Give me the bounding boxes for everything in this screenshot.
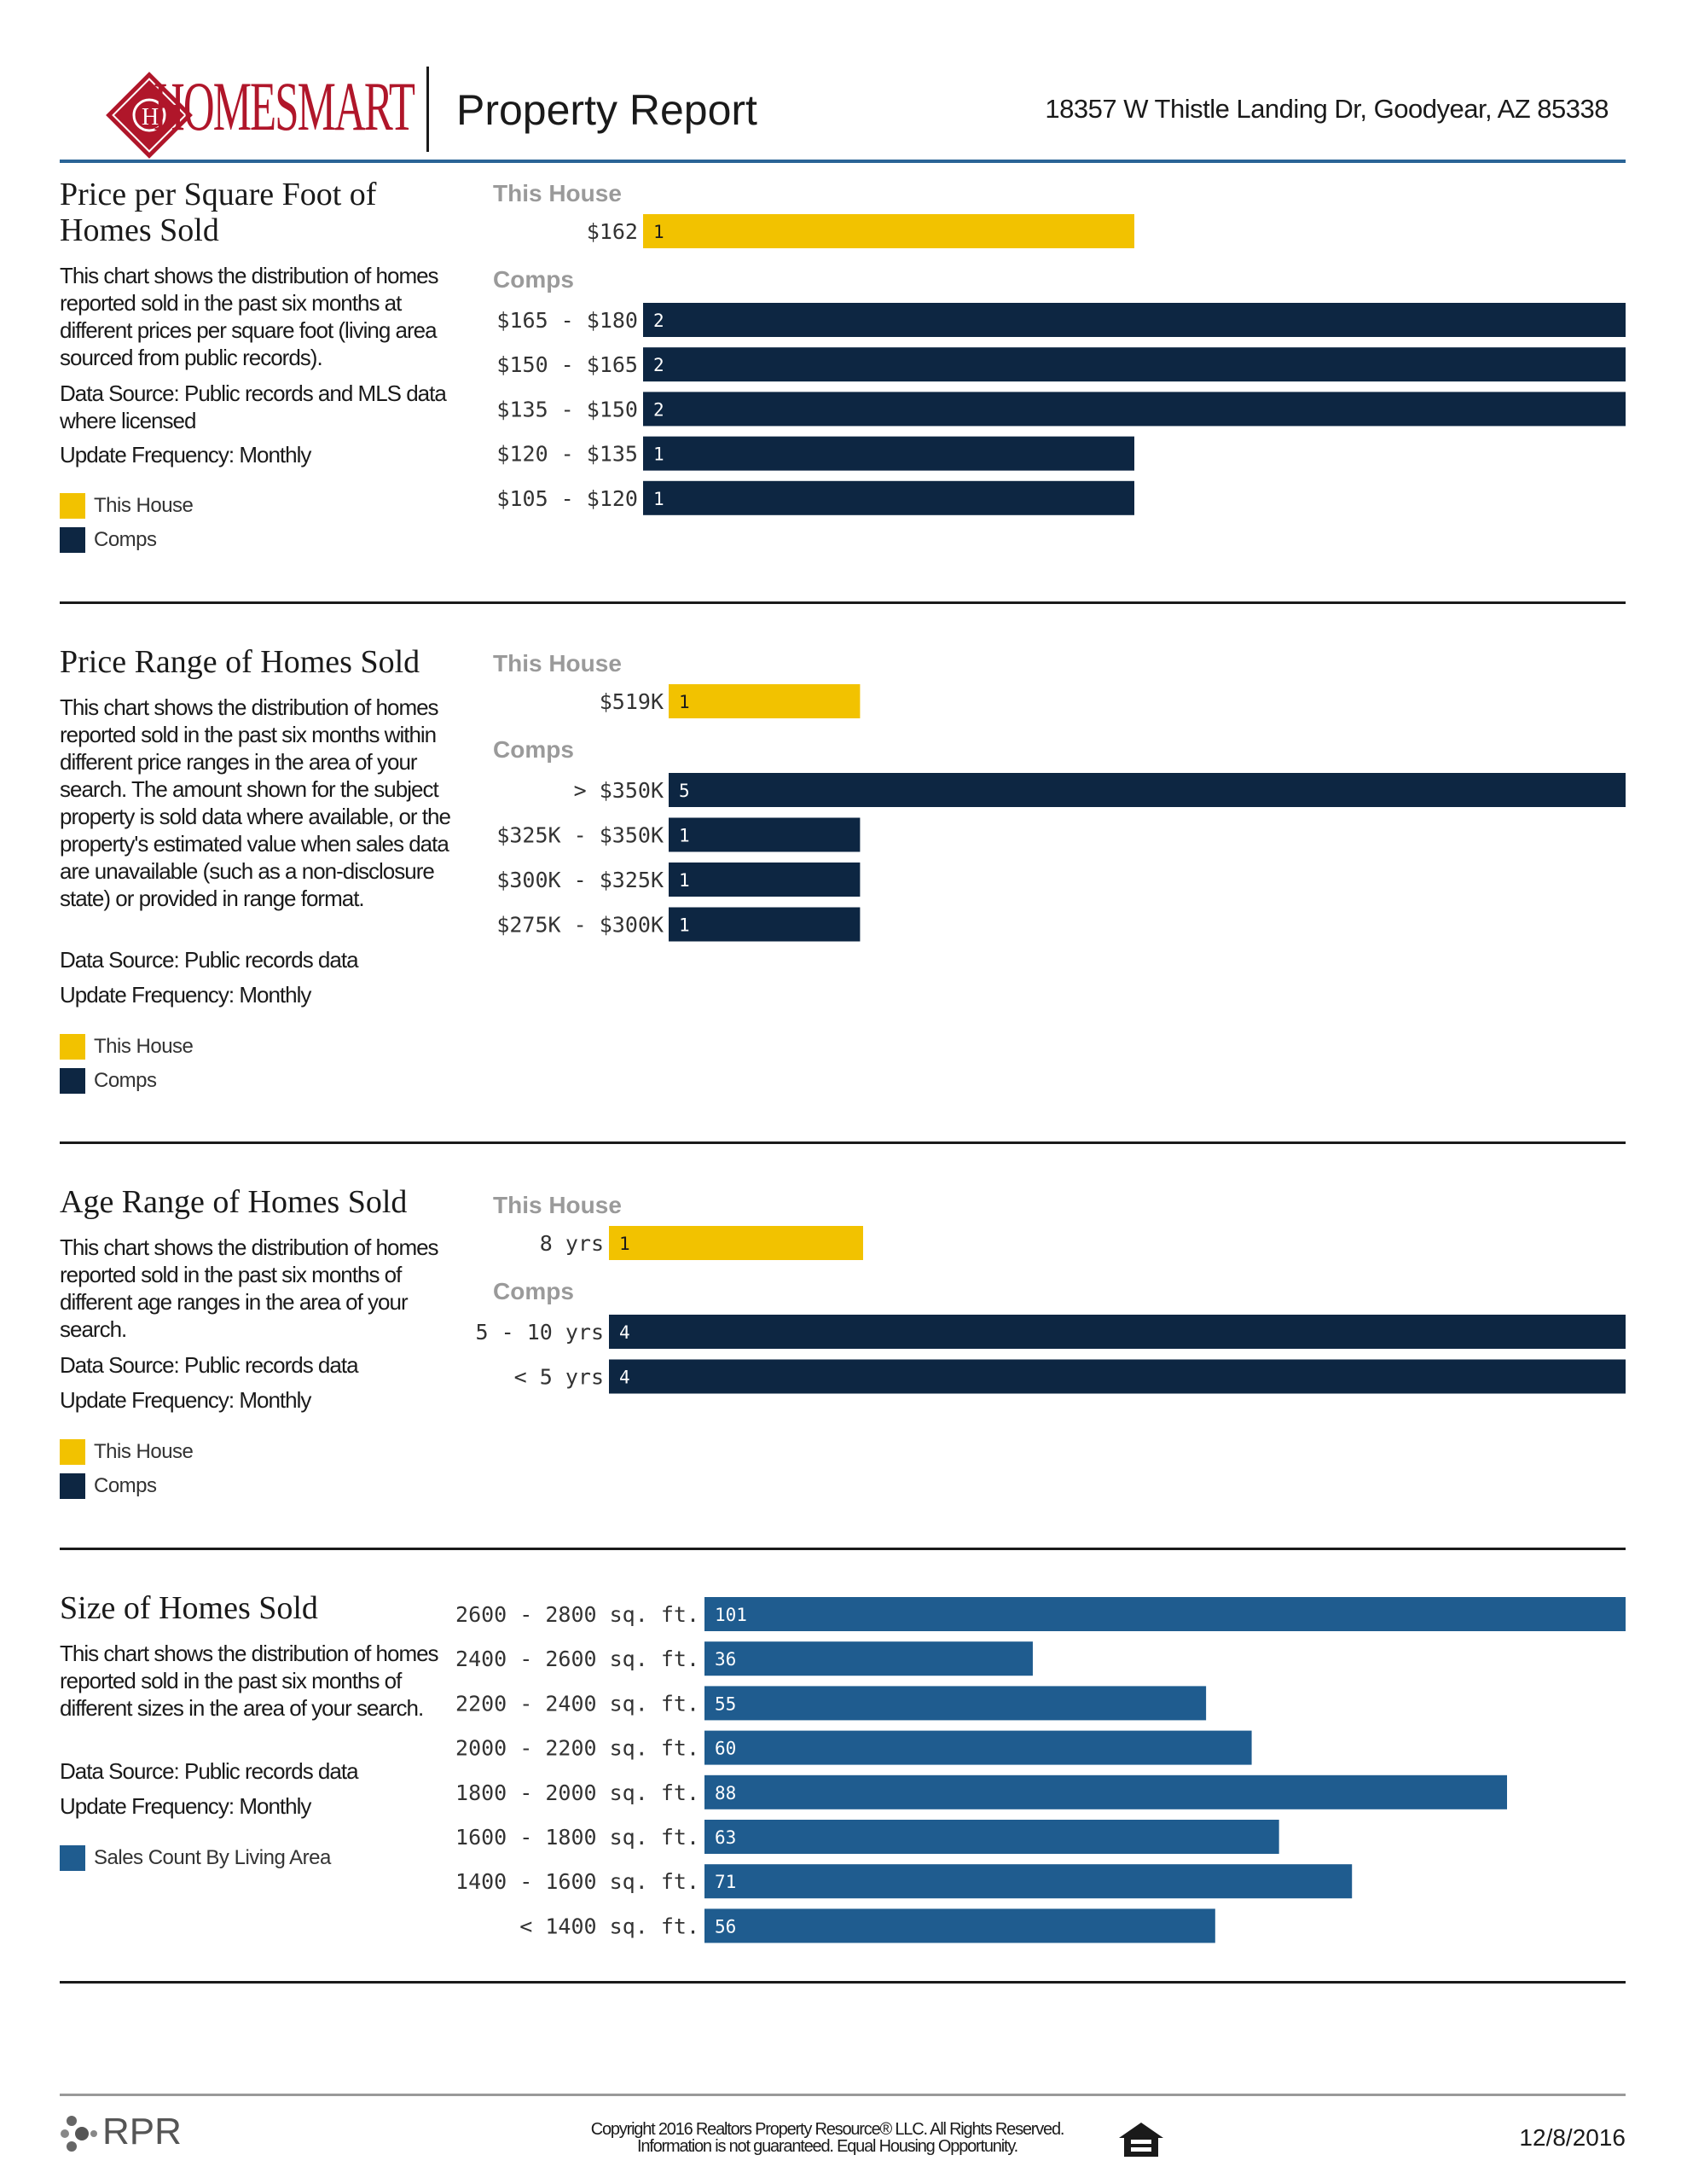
update-frequency: Update Frequency: Monthly bbox=[60, 982, 311, 1008]
rpr-wordmark: RPR bbox=[102, 2111, 182, 2152]
legend-swatch-comps bbox=[60, 1473, 85, 1499]
legend-swatch-sales-count bbox=[60, 1845, 85, 1871]
legend-item-this-house: This House bbox=[60, 1435, 194, 1469]
section-divider bbox=[60, 601, 1626, 604]
legend-item-this-house: This House bbox=[60, 1030, 194, 1064]
section-title: Price Range of Homes Sold bbox=[60, 644, 420, 680]
update-frequency: Update Frequency: Monthly bbox=[60, 1793, 311, 1819]
legend-swatch-this-house bbox=[60, 1034, 85, 1060]
section-price-per-sqft: Price per Square Foot of Homes Sold This… bbox=[60, 175, 1626, 601]
section-title: Size of Homes Sold bbox=[60, 1590, 318, 1626]
legend-item-this-house: This House bbox=[60, 489, 194, 523]
legend-swatch-this-house bbox=[60, 493, 85, 519]
chart-legend: This House Comps bbox=[60, 489, 194, 557]
legend-item-sales-count: Sales Count By Living Area bbox=[60, 1841, 331, 1875]
header-rule bbox=[60, 160, 1626, 163]
copyright-notice: Copyright 2016 Realtors Property Resourc… bbox=[529, 2121, 1126, 2155]
legend-swatch-comps bbox=[60, 527, 85, 553]
report-header: H HOMESMART Property Report 18357 W This… bbox=[60, 51, 1626, 162]
legend-label: Sales Count By Living Area bbox=[94, 1846, 331, 1869]
legend-swatch-comps bbox=[60, 1068, 85, 1094]
section-divider bbox=[60, 1548, 1626, 1550]
legend-swatch-this-house bbox=[60, 1439, 85, 1465]
update-frequency: Update Frequency: Monthly bbox=[60, 442, 311, 468]
section-size: Size of Homes Sold This chart shows the … bbox=[60, 1590, 1626, 1974]
legend-label: Comps bbox=[94, 1474, 157, 1497]
legend-label: Comps bbox=[94, 528, 157, 551]
section-description: This chart shows the distribution of hom… bbox=[60, 694, 451, 911]
legend-label: This House bbox=[94, 1035, 194, 1058]
legend-label: This House bbox=[94, 1440, 194, 1463]
rpr-logo-icon bbox=[61, 2116, 97, 2152]
chart-legend: This House Comps bbox=[60, 1435, 194, 1503]
data-source: Data Source: Public records and MLS data… bbox=[60, 380, 447, 433]
homesmart-wordmark: HOMESMART bbox=[154, 67, 415, 145]
section-title: Price per Square Foot of Homes Sold bbox=[60, 177, 377, 248]
section-age-range: Age Range of Homes Sold This chart shows… bbox=[60, 1184, 1626, 1551]
property-address: 18357 W Thistle Landing Dr, Goodyear, AZ… bbox=[1045, 94, 1609, 124]
equal-housing-icon bbox=[1119, 2123, 1163, 2157]
legend-label: This House bbox=[94, 494, 194, 517]
footer-rule bbox=[60, 2094, 1626, 2096]
legend-item-comps: Comps bbox=[60, 1064, 193, 1098]
disclaimer-line: Information is not guaranteed. Equal Hou… bbox=[637, 2137, 1018, 2156]
section-divider bbox=[60, 1981, 1626, 1984]
chart-legend: This House Comps bbox=[60, 1030, 194, 1098]
section-title: Age Range of Homes Sold bbox=[60, 1184, 408, 1220]
report-date: 12/8/2016 bbox=[1519, 2124, 1626, 2151]
header-divider bbox=[426, 67, 429, 152]
page-title: Property Report bbox=[456, 86, 757, 134]
section-divider bbox=[60, 1141, 1626, 1144]
data-source: Data Source: Public records data bbox=[60, 1352, 359, 1378]
homesmart-logo: H bbox=[106, 72, 193, 159]
data-source: Data Source: Public records data bbox=[60, 1758, 359, 1784]
legend-item-comps: Comps bbox=[60, 523, 193, 557]
svg-text:H: H bbox=[142, 104, 159, 131]
legend-label: Comps bbox=[94, 1069, 157, 1092]
section-description: This chart shows the distribution of hom… bbox=[60, 1641, 439, 1721]
section-description: This chart shows the distribution of hom… bbox=[60, 1234, 439, 1342]
copyright-line: Copyright 2016 Realtors Property Resourc… bbox=[590, 2120, 1065, 2139]
chart-legend: Sales Count By Living Area bbox=[60, 1841, 331, 1875]
section-description: This chart shows the distribution of hom… bbox=[60, 263, 439, 370]
data-source: Data Source: Public records data bbox=[60, 947, 359, 973]
legend-item-comps: Comps bbox=[60, 1469, 193, 1503]
update-frequency: Update Frequency: Monthly bbox=[60, 1387, 311, 1413]
section-price-range: Price Range of Homes Sold This chart sho… bbox=[60, 644, 1626, 1139]
